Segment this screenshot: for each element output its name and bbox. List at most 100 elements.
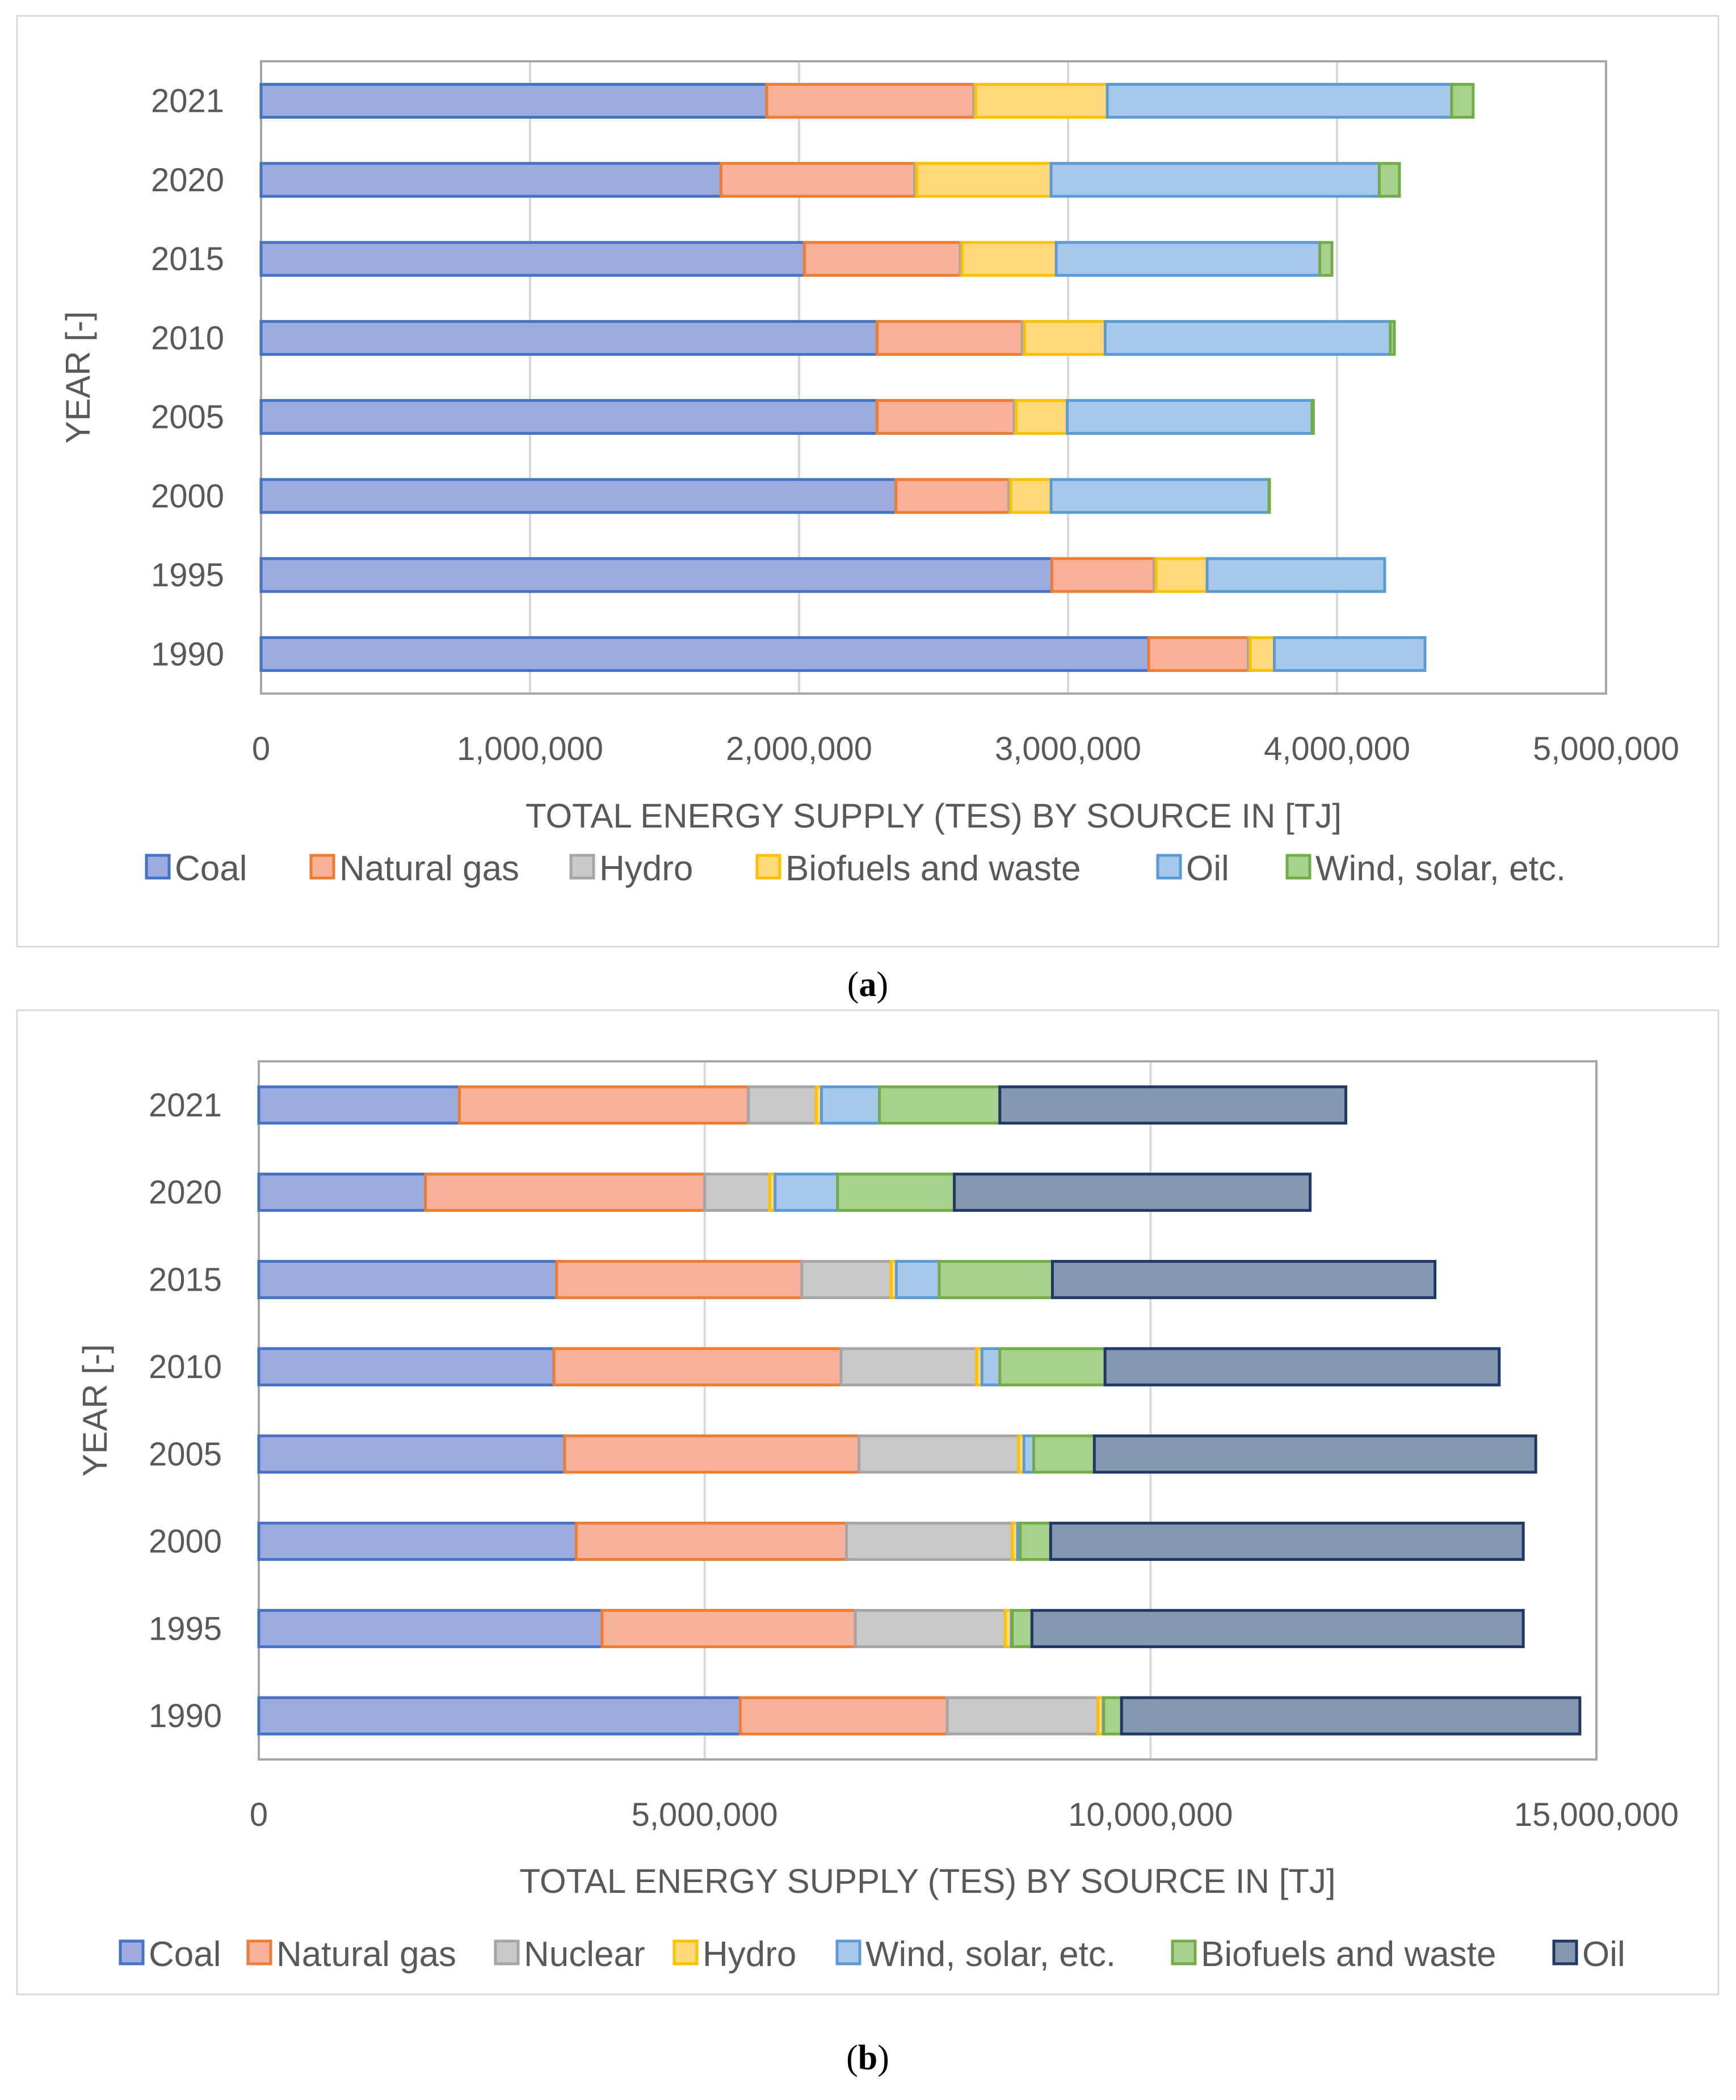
legend-swatch [569,854,595,880]
bar-oil-2015 [1050,1259,1437,1299]
x-tick-label: 15,000,000 [1514,1796,1679,1833]
plot-area-border [260,60,1607,695]
x-tick-label: 2,000,000 [726,730,872,767]
bar-coal-2000 [259,478,898,514]
y-tick-label: 2020 [151,162,224,199]
bar-wind-solar-etc--2010 [1389,320,1396,356]
y-tick-label: 2000 [149,1523,222,1560]
legend-label: Natural gas [276,1935,456,1974]
caption-paren: ( [847,965,859,1004]
bar-natural-gas-2010 [875,320,1024,356]
chart-a: 1990 1995 2000 2005 2010 2015 2020 2021 0 1,000,0… [16,15,1720,1004]
legend-label: Oil [1186,849,1229,888]
legend-swatch [309,854,335,880]
legend-swatch [145,854,171,880]
bar-coal-1990 [257,1696,742,1736]
bar-oil-2021 [1106,83,1453,119]
y-tick-label: 2005 [151,399,224,436]
bar-coal-2015 [259,241,806,277]
bar-wind-solar-etc--2005 [1310,399,1315,435]
bar-coal-2010 [259,320,878,356]
legend-swatch [119,1939,145,1965]
bar-oil-1995 [1030,1608,1525,1648]
bar-coal-2015 [257,1259,558,1299]
bar-natural-gas-2015 [555,1259,804,1299]
y-tick-label: 1995 [149,1610,222,1647]
bar-wind-solar-etc--2010 [980,1347,1002,1387]
y-tick-label: 1990 [151,636,224,673]
bar-wind-solar-etc--2021 [820,1085,881,1125]
bar-oil-2000 [1049,478,1271,514]
bar-biofuels-and-waste-2010 [998,1347,1107,1387]
bar-oil-1995 [1205,557,1386,593]
bar-biofuels-and-waste-2015 [960,241,1058,277]
bar-natural-gas-1990 [1147,636,1250,672]
bar-wind-solar-etc--2021 [1450,83,1475,119]
bar-natural-gas-2020 [424,1173,707,1212]
bar-oil-2020 [1049,162,1381,198]
bar-biofuels-and-waste-2020 [836,1173,956,1212]
bar-nuclear-2021 [747,1085,818,1125]
caption-paren: ) [877,965,889,1004]
bar-wind-solar-etc--2005 [1022,1434,1035,1474]
y-tick-label: 2021 [149,1087,222,1124]
bar-wind-solar-etc--2020 [1377,162,1401,198]
figure-caption: (b) [846,2039,889,2077]
legend-label: Biofuels and waste [1201,1935,1496,1974]
x-tick-label: 10,000,000 [1068,1796,1233,1833]
legend-label: Wind, solar, etc. [865,1935,1116,1974]
bar-coal-2005 [259,399,878,435]
bar-oil-2005 [1066,399,1314,435]
bar-natural-gas-2015 [802,241,962,277]
x-tick-label: 3,000,000 [995,730,1141,767]
x-axis-title: TOTAL ENERGY SUPPLY (TES) BY SOURCE IN [… [519,1862,1335,1900]
y-tick-label: 2000 [151,478,224,515]
bar-coal-2021 [257,1085,461,1125]
bar-coal-1995 [259,557,1054,593]
legend-label: Natural gas [339,849,519,888]
bar-natural-gas-2010 [552,1347,843,1387]
y-tick-label: 2010 [149,1349,222,1385]
bar-biofuels-and-waste-2020 [915,162,1053,198]
caption-paren: ( [846,2039,858,2077]
bar-biofuels-and-waste-2010 [1023,320,1107,356]
legend-swatch [672,1939,699,1965]
legend-swatch [1552,1939,1578,1965]
y-tick-label: 2010 [151,320,224,356]
bar-natural-gas-2021 [765,83,976,119]
bar-natural-gas-2000 [894,478,1011,514]
legend-swatch [246,1939,272,1965]
caption-paren: ) [877,2039,889,2077]
chart-b: 1990 1995 2000 2005 2010 2015 2020 2021 0 5,000,0… [16,1009,1720,2077]
legend-swatch [1156,854,1182,880]
bar-oil-2000 [1049,1522,1525,1561]
bar-biofuels-and-waste-2005 [1032,1434,1096,1474]
bar-nuclear-1990 [945,1696,1100,1736]
bar-biofuels-and-waste-2005 [1015,399,1069,435]
x-tick-label: 5,000,000 [1533,730,1679,767]
legend-label: Hydro [703,1935,796,1974]
chart-panel-border [16,1009,1720,1996]
bar-nuclear-2000 [845,1522,1014,1561]
bar-biofuels-and-waste-2021 [878,1085,1002,1125]
bar-coal-2020 [257,1173,427,1212]
bar-coal-2005 [257,1434,566,1474]
legend-label: Biofuels and waste [785,849,1081,888]
plot-area-border [258,1060,1598,1761]
caption-letter: b [858,2039,877,2077]
bar-oil-2021 [998,1085,1347,1125]
y-tick-label: 2015 [151,241,224,278]
y-tick-label: 1995 [151,557,224,594]
bar-natural-gas-2005 [563,1434,861,1474]
bar-coal-1995 [257,1608,604,1648]
legend-swatch [1285,854,1312,880]
legend-label: Coal [149,1935,221,1974]
bar-coal-2020 [259,162,723,198]
bar-oil-2005 [1092,1434,1537,1474]
y-axis-title: YEAR [-] [76,1344,114,1476]
bar-oil-2010 [1103,1347,1501,1387]
legend-label: Nuclear [524,1935,645,1974]
bar-oil-1990 [1120,1696,1582,1736]
bar-coal-2021 [259,83,768,119]
bar-natural-gas-2020 [720,162,917,198]
